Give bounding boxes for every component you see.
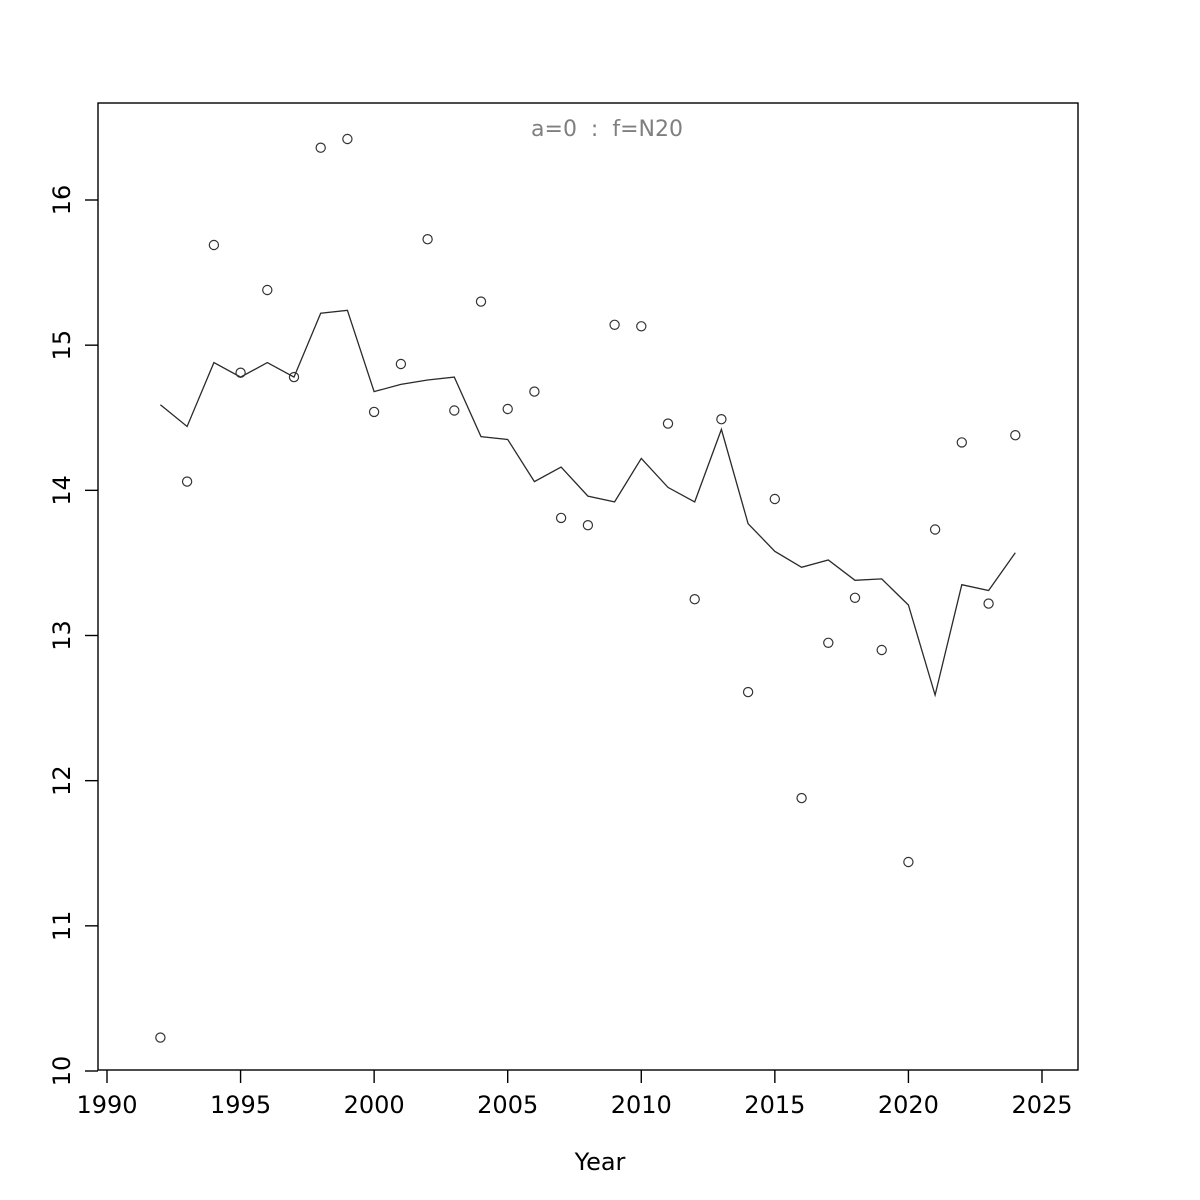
x-axis-tick-label: 2015: [744, 1091, 805, 1119]
y-axis-tick-label: 13: [48, 620, 76, 651]
data-point: [181, 476, 193, 487]
y-axis-tick-label: 11: [48, 911, 76, 942]
scatter-points-group: [155, 133, 1021, 1043]
chart-title: a=0 : f=N20: [531, 117, 683, 142]
data-point: [903, 856, 914, 868]
data-point: [636, 321, 647, 332]
x-axis-tick-label: 1990: [76, 1091, 137, 1119]
y-axis-tick-label: 12: [48, 765, 76, 796]
fitted-line: [159, 309, 1016, 698]
data-point: [529, 386, 540, 397]
data-point: [742, 686, 754, 698]
data-point: [662, 418, 674, 429]
y-axis-tick-label: 15: [48, 330, 76, 361]
x-axis-tick-label: 2020: [878, 1091, 939, 1119]
data-point: [689, 594, 700, 605]
data-point: [235, 367, 246, 378]
data-point: [796, 792, 807, 804]
data-point: [849, 592, 861, 604]
data-point: [876, 644, 887, 656]
data-point: [823, 637, 834, 649]
x-axis-tick-label: 2000: [344, 1091, 405, 1119]
y-axis-ticks: 10 11 12 13 14 15 16: [48, 185, 98, 1087]
data-point: [769, 493, 781, 505]
data-point: [368, 406, 380, 418]
x-axis-tick-label: 2010: [611, 1091, 672, 1119]
data-point: [956, 437, 968, 448]
data-point: [449, 405, 460, 416]
x-axis-tick-label: 2005: [477, 1091, 538, 1119]
x-axis-tick-label: 2025: [1011, 1091, 1072, 1119]
plot-frame: [97, 102, 1079, 1071]
data-point: [288, 371, 300, 383]
fitted-line-group: [159, 309, 1016, 698]
data-point: [929, 524, 941, 535]
x-axis-title: Year: [574, 1148, 626, 1176]
data-point: [422, 233, 433, 245]
data-point: [609, 319, 620, 330]
y-axis-tick-label: 16: [48, 185, 76, 216]
x-axis-ticks: 1990 1995 2000 2005 2010 2015 2020 2025: [76, 1070, 1073, 1119]
data-point: [395, 358, 407, 370]
y-axis-tick-label: 10: [48, 1056, 76, 1087]
data-point: [555, 512, 567, 524]
data-point: [502, 403, 513, 415]
data-point: [208, 239, 220, 251]
data-point: [342, 133, 353, 145]
data-point: [1010, 430, 1021, 441]
data-point: [155, 1032, 166, 1043]
data-point: [582, 520, 594, 531]
data-point: [475, 296, 487, 307]
data-point: [262, 284, 273, 296]
x-axis-tick-label: 1995: [210, 1091, 271, 1119]
y-axis-tick-label: 14: [48, 475, 76, 506]
data-point: [315, 142, 326, 153]
data-point: [983, 598, 994, 609]
data-point: [716, 414, 727, 425]
